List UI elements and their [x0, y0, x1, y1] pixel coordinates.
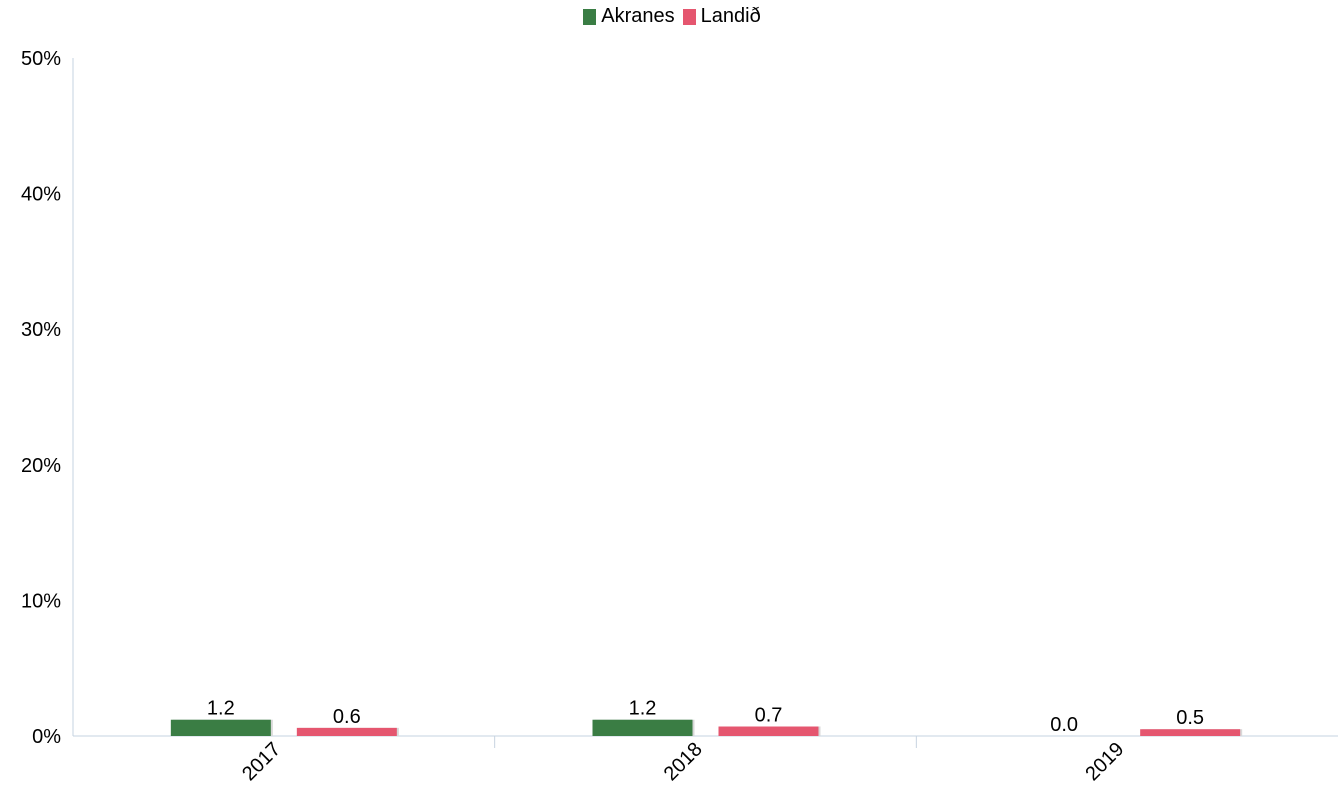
y-tick-label: 0%	[32, 726, 61, 748]
legend: Akranes Landið	[0, 5, 1344, 28]
data-label: 0.0	[1050, 714, 1078, 736]
x-tick-label: 2018	[660, 738, 707, 785]
y-tick-label: 30%	[21, 319, 61, 341]
bar-landi	[1140, 729, 1241, 736]
legend-swatch-landid	[682, 8, 696, 25]
y-tick-label: 20%	[21, 455, 61, 477]
bar-akranes	[592, 719, 693, 736]
data-label: 0.6	[333, 706, 361, 728]
legend-item-akranes[interactable]: Akranes	[583, 5, 675, 28]
legend-label-akranes: Akranes	[601, 5, 675, 27]
data-label: 0.5	[1176, 707, 1204, 729]
y-tick-label: 50%	[21, 48, 61, 70]
x-tick-label: 2017	[238, 738, 285, 785]
data-label: 1.2	[629, 698, 657, 720]
data-label: 0.7	[755, 705, 783, 727]
y-tick-label: 40%	[21, 184, 61, 206]
bar-landi	[718, 726, 819, 736]
bar-akranes	[170, 719, 271, 736]
y-tick-label: 10%	[21, 590, 61, 612]
legend-label-landid: Landið	[700, 5, 761, 27]
legend-swatch-akranes	[583, 8, 597, 25]
legend-item-landid[interactable]: Landið	[682, 5, 761, 28]
bar-landi	[296, 727, 397, 736]
data-label: 1.2	[207, 698, 235, 720]
x-tick-label: 2019	[1081, 738, 1128, 785]
